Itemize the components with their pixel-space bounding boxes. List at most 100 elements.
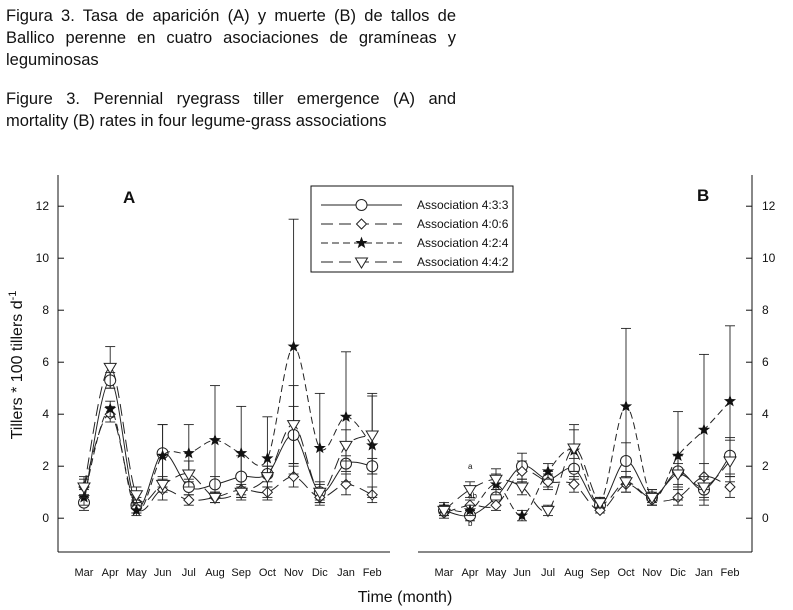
data-point-star — [671, 449, 685, 461]
x-tick-label-b: Jan — [695, 567, 713, 579]
x-tick-label-a: May — [126, 567, 147, 579]
data-point-diamond — [183, 494, 195, 506]
x-tick-label-b: May — [486, 567, 507, 579]
x-tick-label-a: Nov — [284, 567, 304, 579]
data-point-triangle-down — [339, 440, 353, 453]
panel-label-b: B — [697, 186, 709, 205]
x-axis-label: Time (month) — [358, 589, 453, 606]
data-point-triangle-down — [541, 505, 555, 518]
series-a-4 — [77, 346, 380, 505]
y-tick-label-right: 0 — [762, 511, 769, 525]
data-point-triangle-down — [619, 477, 633, 489]
data-point-star — [156, 449, 169, 461]
series-line — [83, 346, 373, 512]
data-point-triangle-down — [365, 430, 380, 442]
x-tick-label-a: Apr — [102, 567, 119, 579]
data-point-triangle-down — [697, 482, 711, 494]
legend-marker-triangle-down — [354, 257, 369, 269]
legend-box — [310, 185, 514, 273]
y-tick-label-right: 10 — [762, 251, 776, 265]
x-tick-label-a: Aug — [205, 567, 225, 579]
data-point-triangle-down — [77, 482, 91, 494]
y-tick-label-right: 4 — [762, 407, 769, 421]
x-tick-label-a: Oct — [259, 567, 276, 579]
x-tick-label-b: Jul — [541, 567, 555, 579]
axes-layer: 0 0 2 2 4 4 6 6 8 8 10 10 12 12 Mar Apr May Jun Jul Aug Sep O… — [36, 175, 776, 579]
data-point-triangle-down — [181, 469, 196, 481]
data-point-triangle-down — [260, 472, 275, 484]
y-tick-label-left: 8 — [42, 303, 49, 317]
y-axis-label: Tillers * 100 tillers d-1 — [7, 291, 26, 440]
x-tick-label-b: Dic — [670, 567, 686, 579]
data-point-star — [130, 504, 143, 516]
x-tick-label-a: Mar — [75, 567, 94, 579]
data-point-diamond — [568, 478, 580, 491]
panel-label-a: A — [123, 188, 135, 207]
series-b-4 — [437, 424, 737, 518]
legend-label: Association 4:0:6 — [417, 217, 509, 231]
panel-b: a ab b — [437, 325, 737, 528]
series-b-3 — [437, 325, 737, 522]
data-point-star — [287, 340, 300, 352]
data-point-triangle-down — [515, 482, 529, 494]
significance-label: a — [468, 462, 473, 471]
caption-english: Figure 3. Perennial ryegrass tiller emer… — [6, 90, 456, 130]
data-point-star — [541, 465, 555, 477]
x-tick-label-a: Feb — [363, 567, 382, 579]
caption-spanish: Figura 3. Tasa de aparición (A) y muerte… — [6, 7, 456, 69]
data-point-star — [104, 402, 117, 415]
legend-label: Association 4:4:2 — [417, 255, 509, 269]
data-point-star — [697, 423, 711, 435]
data-point-triangle-down — [208, 492, 222, 505]
data-point-triangle-down — [723, 456, 737, 468]
x-tick-label-b: Nov — [642, 567, 662, 579]
x-tick-label-a: Sep — [231, 567, 251, 579]
significance-label: ab — [468, 492, 477, 501]
legend: Association 4:3:3 Association 4:0:6 Associ… — [310, 185, 514, 273]
series-line — [83, 366, 373, 503]
y-tick-label-left: 6 — [42, 355, 49, 369]
data-point-star — [339, 410, 353, 422]
x-tick-label-a: Jan — [337, 567, 355, 579]
x-tick-label-b: Sep — [590, 567, 610, 579]
series-a-3 — [77, 218, 379, 517]
x-tick-label-b: Feb — [721, 567, 740, 579]
data-point-triangle-down — [103, 362, 118, 375]
legend-marker-circle — [355, 199, 368, 211]
y-tick-label-left: 4 — [42, 407, 49, 421]
y-tick-label-left: 2 — [42, 459, 49, 473]
y-tick-label-left: 10 — [36, 251, 50, 265]
x-tick-label-a: Jul — [182, 567, 196, 579]
data-point-triangle-down — [129, 490, 144, 502]
x-tick-label-b: Aug — [564, 567, 584, 579]
data-point-diamond — [490, 499, 502, 511]
data-point-star — [619, 400, 633, 412]
data-point-star — [182, 446, 195, 459]
y-tick-label-right: 6 — [762, 355, 769, 369]
x-tick-label-b: Mar — [435, 567, 454, 579]
y-tick-label-left: 0 — [42, 511, 49, 525]
legend-marker-diamond — [355, 218, 368, 230]
data-point-star — [515, 509, 529, 521]
data-point-star — [261, 452, 274, 464]
data-point-triangle-down — [645, 492, 659, 505]
legend-label: Association 4:3:3 — [417, 198, 509, 212]
y-tick-label-right: 2 — [762, 459, 769, 473]
data-point-triangle-down — [463, 485, 477, 497]
series-line — [443, 470, 731, 514]
y-tick-label-right: 8 — [762, 303, 769, 317]
data-point-diamond — [516, 465, 528, 478]
series-layer: a ab b — [77, 218, 737, 528]
significance-label: b — [468, 519, 473, 528]
data-point-star — [235, 446, 248, 459]
data-point-star — [463, 504, 477, 516]
data-point-star — [723, 394, 737, 407]
data-point-triangle-down — [437, 505, 451, 518]
data-point-triangle-down — [286, 420, 301, 432]
y-tick-label-left: 12 — [36, 199, 50, 213]
data-point-triangle-down — [155, 479, 170, 492]
data-point-diamond — [724, 481, 736, 493]
data-point-triangle-down — [234, 487, 249, 500]
panel-a — [77, 218, 380, 517]
data-point-triangle-down — [489, 474, 503, 487]
